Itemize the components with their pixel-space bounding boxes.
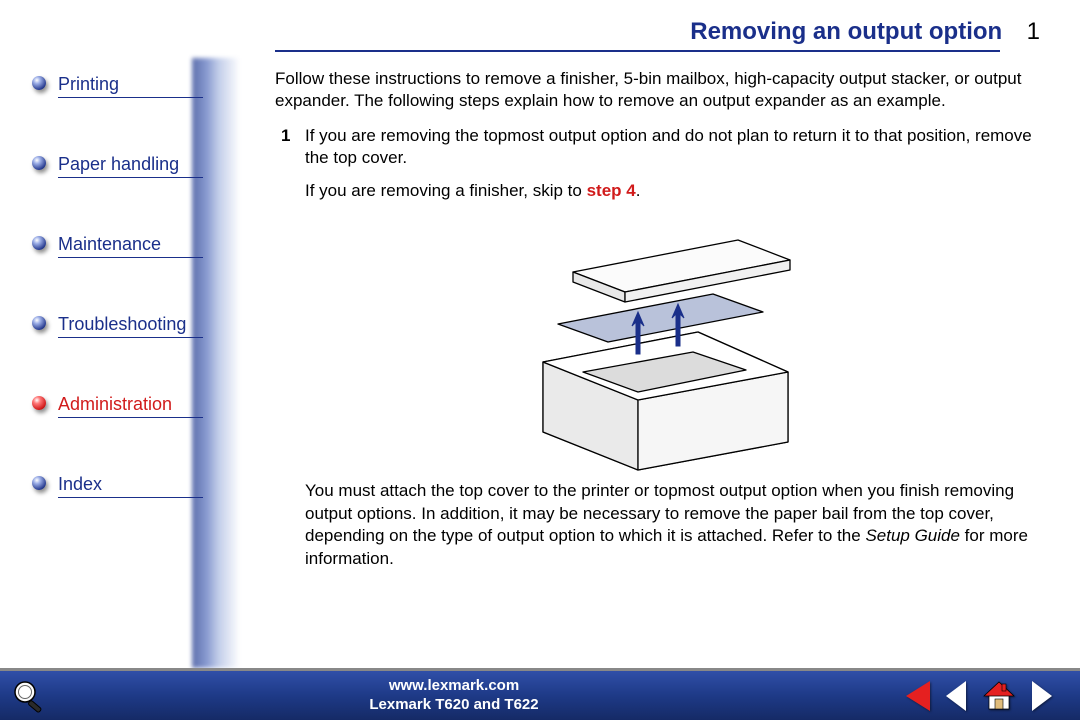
intro-paragraph: Follow these instructions to remove a fi… xyxy=(275,68,1040,113)
skip-suffix: . xyxy=(636,181,641,200)
step-1: 1 If you are removing the topmost output… xyxy=(275,125,1040,202)
bullet-icon xyxy=(32,396,46,410)
back-button[interactable] xyxy=(906,681,930,711)
footer-url[interactable]: www.lexmark.com xyxy=(58,677,850,696)
skip-link[interactable]: step 4 xyxy=(587,181,636,200)
post-note: You must attach the top cover to the pri… xyxy=(275,480,1040,570)
sidebar-item-troubleshooting[interactable]: Troubleshooting xyxy=(34,304,240,342)
home-button[interactable] xyxy=(982,679,1016,713)
sidebar-item-administration[interactable]: Administration xyxy=(34,384,240,422)
nav-label: Index xyxy=(58,474,240,495)
bullet-icon xyxy=(32,316,46,330)
sidebar-item-index[interactable]: Index xyxy=(34,464,240,502)
nav-underline xyxy=(58,337,203,338)
page-number: 1 xyxy=(1027,18,1040,45)
nav-underline xyxy=(58,417,203,418)
nav-label: Paper handling xyxy=(58,154,240,175)
nav-underline xyxy=(58,257,203,258)
step-number: 1 xyxy=(281,125,290,147)
page-title: Removing an output option xyxy=(690,18,1002,45)
prev-page-button[interactable] xyxy=(946,681,966,711)
sidebar-nav: Printing Paper handling Maintenance Trou… xyxy=(0,58,240,668)
nav-label: Administration xyxy=(58,394,240,415)
step-text: If you are removing the topmost output o… xyxy=(305,126,1032,167)
nav-label: Printing xyxy=(58,74,240,95)
footer-center: www.lexmark.com Lexmark T620 and T622 xyxy=(58,677,850,715)
footer-bar: www.lexmark.com Lexmark T620 and T622 xyxy=(0,668,1080,720)
sidebar-item-maintenance[interactable]: Maintenance xyxy=(34,224,240,262)
magnifier-icon xyxy=(9,676,49,716)
footer-nav xyxy=(850,679,1080,713)
post-note-italic: Setup Guide xyxy=(865,526,960,545)
next-page-button[interactable] xyxy=(1032,681,1052,711)
bullet-icon xyxy=(32,236,46,250)
skip-line: If you are removing a finisher, skip to … xyxy=(305,180,1040,202)
nav-label: Maintenance xyxy=(58,234,240,255)
title-rule xyxy=(275,50,1000,52)
sidebar-item-printing[interactable]: Printing xyxy=(34,64,240,102)
printer-cover-diagram xyxy=(488,212,828,472)
bullet-icon xyxy=(32,76,46,90)
sidebar-item-paper-handling[interactable]: Paper handling xyxy=(34,144,240,182)
nav-label: Troubleshooting xyxy=(58,314,240,335)
nav-underline xyxy=(58,497,203,498)
main-content: Follow these instructions to remove a fi… xyxy=(240,58,1080,668)
nav-underline xyxy=(58,97,203,98)
bullet-icon xyxy=(32,476,46,490)
bullet-icon xyxy=(32,156,46,170)
search-button[interactable] xyxy=(0,676,58,716)
page-header: Removing an output option 1 xyxy=(0,0,1080,58)
nav-underline xyxy=(58,177,203,178)
footer-product: Lexmark T620 and T622 xyxy=(58,696,850,715)
skip-prefix: If you are removing a finisher, skip to xyxy=(305,181,587,200)
